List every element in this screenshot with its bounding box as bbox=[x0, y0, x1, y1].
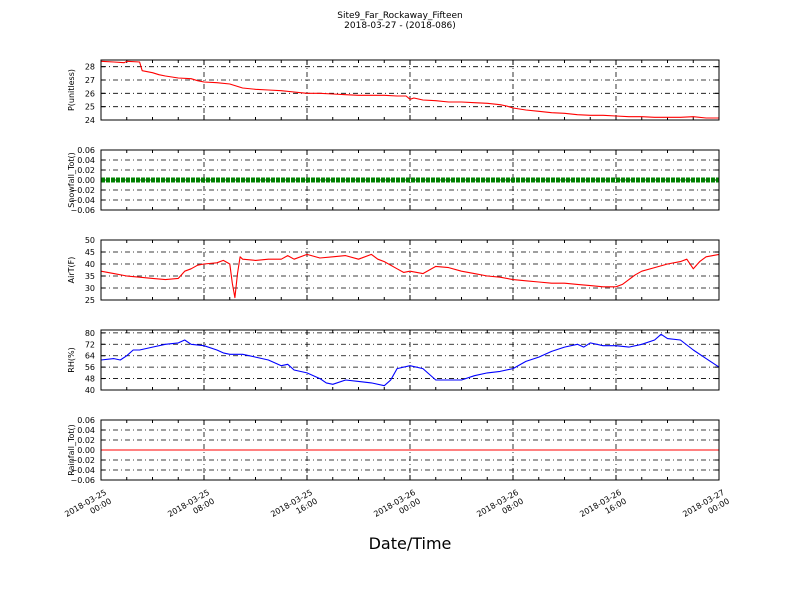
axes-frame bbox=[100, 419, 720, 481]
series-line bbox=[100, 253, 720, 299]
y-tick-label: 0.04 bbox=[77, 156, 95, 165]
y-tick-label: 0.06 bbox=[77, 146, 95, 155]
y-tick-label: −0.04 bbox=[70, 196, 95, 205]
y-tick-label: 0.04 bbox=[77, 426, 95, 435]
y-axis-label: Snowfall_Tot() bbox=[67, 152, 76, 208]
y-tick-label: −0.02 bbox=[70, 456, 95, 465]
panel-3: 25 30 35 40 45 50 AirT(F) bbox=[67, 236, 720, 305]
y-tick-label: −0.06 bbox=[70, 476, 95, 485]
y-axis-label: AirT(F) bbox=[67, 257, 76, 284]
figure-title: Site9_Far_Rockaway_Fifteen 2018-03-27 - … bbox=[0, 11, 800, 31]
y-tick-label: 28 bbox=[85, 63, 95, 72]
axes-frame bbox=[100, 239, 720, 301]
axes-frame bbox=[100, 329, 720, 391]
y-tick-label: 0.02 bbox=[77, 166, 95, 175]
x-axis-label: Date/Time bbox=[368, 534, 452, 553]
y-tick-label: 24 bbox=[85, 116, 95, 125]
y-tick-label: 40 bbox=[85, 386, 95, 395]
y-axis-label: RH(%) bbox=[67, 347, 76, 372]
y-tick-label: 30 bbox=[85, 284, 95, 293]
axes-frame bbox=[100, 59, 720, 121]
y-axis-label: P(unitless) bbox=[67, 69, 76, 111]
y-tick-label: 56 bbox=[85, 363, 95, 372]
y-tick-label: 0.06 bbox=[77, 416, 95, 425]
y-tick-label: 45 bbox=[85, 248, 95, 257]
axes-frame bbox=[100, 149, 720, 211]
y-tick-label: 27 bbox=[85, 76, 95, 85]
figure-title-line2: 2018-03-27 - (2018-086) bbox=[344, 21, 456, 31]
y-tick-label: 48 bbox=[85, 375, 95, 384]
y-tick-label: −0.02 bbox=[70, 186, 95, 195]
y-tick-label: 80 bbox=[85, 329, 95, 338]
y-tick-label: −0.04 bbox=[70, 466, 95, 475]
figure-title-line1: Site9_Far_Rockaway_Fifteen bbox=[337, 11, 463, 21]
y-axis-label: Rainfall_Tot() bbox=[67, 424, 76, 476]
y-tick-label: 25 bbox=[85, 296, 95, 305]
y-tick-label: 35 bbox=[85, 272, 95, 281]
y-tick-label: 72 bbox=[85, 340, 95, 349]
y-tick-label: 26 bbox=[85, 89, 95, 98]
panel-4: 40 48 56 64 72 80 RH(%) bbox=[67, 329, 720, 395]
panel-1: 24 25 26 27 28 P(unitless) bbox=[67, 59, 720, 125]
y-tick-label: 50 bbox=[85, 236, 95, 245]
y-tick-label: 25 bbox=[85, 103, 95, 112]
series-line bbox=[100, 333, 720, 387]
y-tick-label: 40 bbox=[85, 260, 95, 269]
y-tick-label: 64 bbox=[85, 352, 95, 361]
panel-2: −0.06−0.04−0.020.000.020.040.06Snowfall_… bbox=[67, 146, 720, 215]
panel-5: −0.06−0.04−0.020.000.020.040.06Rainfall_… bbox=[67, 416, 720, 485]
y-tick-label: 0.00 bbox=[77, 176, 95, 185]
y-tick-label: 0.00 bbox=[77, 446, 95, 455]
y-tick-label: −0.06 bbox=[70, 206, 95, 215]
series-line bbox=[100, 60, 719, 119]
y-tick-label: 0.02 bbox=[77, 436, 95, 445]
